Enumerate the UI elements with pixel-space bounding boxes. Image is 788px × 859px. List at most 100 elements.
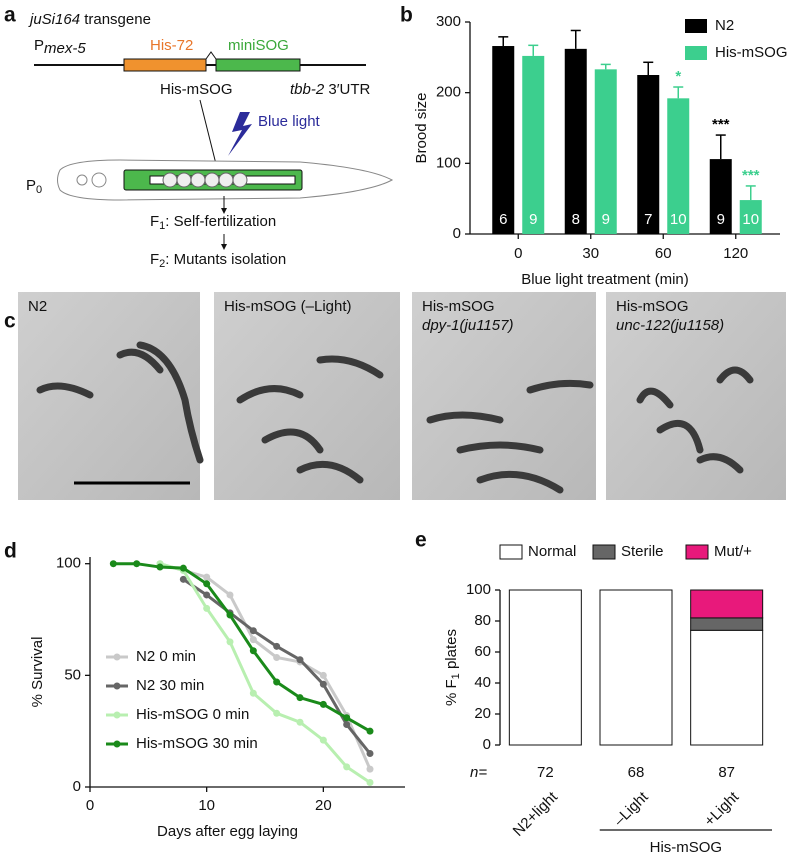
point xyxy=(249,627,257,635)
micrograph-image xyxy=(606,292,786,500)
x-tick-label: 0 xyxy=(514,245,522,262)
point xyxy=(249,647,257,655)
text: : Mutants isolation xyxy=(165,251,286,268)
x-tick-label: –Light xyxy=(611,788,653,830)
bar xyxy=(667,98,690,234)
significance: * xyxy=(675,68,681,85)
pharynx xyxy=(76,174,88,186)
panel-label: b xyxy=(400,4,413,27)
panel-label: a xyxy=(4,4,16,27)
text: 2 xyxy=(159,258,165,270)
text: 0 xyxy=(36,184,42,196)
n-prefix: n= xyxy=(470,764,487,781)
legend-label: Mut/+ xyxy=(714,543,752,560)
his72-box xyxy=(123,58,207,72)
point xyxy=(203,604,211,612)
micrograph-label: His-mSOG (–Light) xyxy=(224,298,352,315)
point xyxy=(109,560,117,568)
x-tick-label: 0 xyxy=(86,797,94,814)
legend-swatch xyxy=(592,544,616,560)
legend-swatch xyxy=(499,544,523,560)
point xyxy=(273,678,281,686)
junction xyxy=(205,51,217,60)
y-tick-label: 300 xyxy=(436,13,461,30)
p0-label: P0 xyxy=(26,177,42,196)
text: P xyxy=(26,177,36,194)
point xyxy=(319,671,327,679)
micrograph: His-mSOG dpy-1(ju1157) xyxy=(412,292,596,500)
point xyxy=(203,591,211,599)
text: plates xyxy=(443,629,460,673)
arrowhead xyxy=(221,208,227,214)
text: juSi164 xyxy=(28,11,80,28)
point xyxy=(296,694,304,702)
point xyxy=(203,573,211,581)
y-tick-label: 50 xyxy=(64,666,81,683)
legend-marker xyxy=(113,653,121,661)
micrograph: His-mSOG unc-122(ju1158) xyxy=(606,292,786,500)
x-tick-label: 20 xyxy=(315,797,332,814)
point xyxy=(203,580,211,588)
y-tick-label: 0 xyxy=(483,736,491,753)
point xyxy=(156,563,164,571)
diagram: juSi164 transgene Pmex-5 His-72 miniSOG … xyxy=(26,11,394,270)
y-axis-label: % F1 plates xyxy=(443,629,462,706)
light-label: Blue light xyxy=(258,113,321,130)
text: 1 xyxy=(159,220,165,232)
micrograph-label: N2 xyxy=(28,298,47,315)
legend-label: His-mSOG xyxy=(715,44,788,61)
legend-label: Sterile xyxy=(621,543,664,560)
n-label: 9 xyxy=(717,211,725,228)
x-axis-label: Blue light treatment (min) xyxy=(521,271,689,288)
y-tick-label: 100 xyxy=(436,154,461,171)
bar-segment xyxy=(508,589,582,746)
significance: *** xyxy=(712,116,730,133)
series-line xyxy=(159,562,372,770)
text: : Self-fertilization xyxy=(165,213,276,230)
n-label: 72 xyxy=(537,764,554,781)
x-axis-label: Days after egg laying xyxy=(157,823,298,840)
minisog-box xyxy=(215,58,301,72)
bar-segment xyxy=(690,589,764,619)
n-label: 6 xyxy=(499,211,507,228)
bar xyxy=(739,200,762,234)
legend-swatch xyxy=(685,544,709,560)
micrograph-allele: unc-122(ju1158) xyxy=(616,317,724,334)
text: 3′UTR xyxy=(324,81,370,98)
series-line xyxy=(113,562,371,733)
bar-segment xyxy=(690,617,764,631)
micrograph-label: His-mSOG xyxy=(616,298,689,315)
n-label: 10 xyxy=(742,211,759,228)
n-label: 10 xyxy=(670,211,687,228)
y-tick-label: 200 xyxy=(436,84,461,101)
micrograph-label: His-mSOG xyxy=(422,298,495,315)
n-label: 7 xyxy=(644,211,652,228)
bar xyxy=(709,159,732,234)
micrograph-image xyxy=(18,292,200,500)
legend-label: Normal xyxy=(528,543,576,560)
f1-step: F1: Self-fertilization xyxy=(150,213,276,232)
micrograph-image xyxy=(412,292,596,500)
lightning xyxy=(228,112,252,156)
text: transgene xyxy=(80,11,151,28)
y-axis-label: % Survival xyxy=(29,637,46,708)
y-tick-label: 0 xyxy=(453,225,461,242)
utr-label: tbb-2 3′UTR xyxy=(290,81,371,98)
legend-marker xyxy=(113,711,121,719)
gene-label: His-72 xyxy=(150,37,193,54)
y-tick-label: 60 xyxy=(474,643,491,660)
bar xyxy=(492,46,515,234)
n-label: 8 xyxy=(572,211,580,228)
y-tick-label: 20 xyxy=(474,705,491,722)
text: mex-5 xyxy=(44,40,86,57)
point xyxy=(273,653,281,661)
micrograph-allele: dpy-1(ju1157) xyxy=(422,317,513,334)
point xyxy=(133,560,141,568)
promoter: Pmex-5 xyxy=(34,37,86,57)
x-tick-label: +Light xyxy=(701,788,743,830)
x-tick-label: 120 xyxy=(723,245,748,262)
y-tick-label: 80 xyxy=(474,612,491,629)
text: % F xyxy=(443,679,460,706)
point xyxy=(179,564,187,572)
n-label: 87 xyxy=(718,764,735,781)
